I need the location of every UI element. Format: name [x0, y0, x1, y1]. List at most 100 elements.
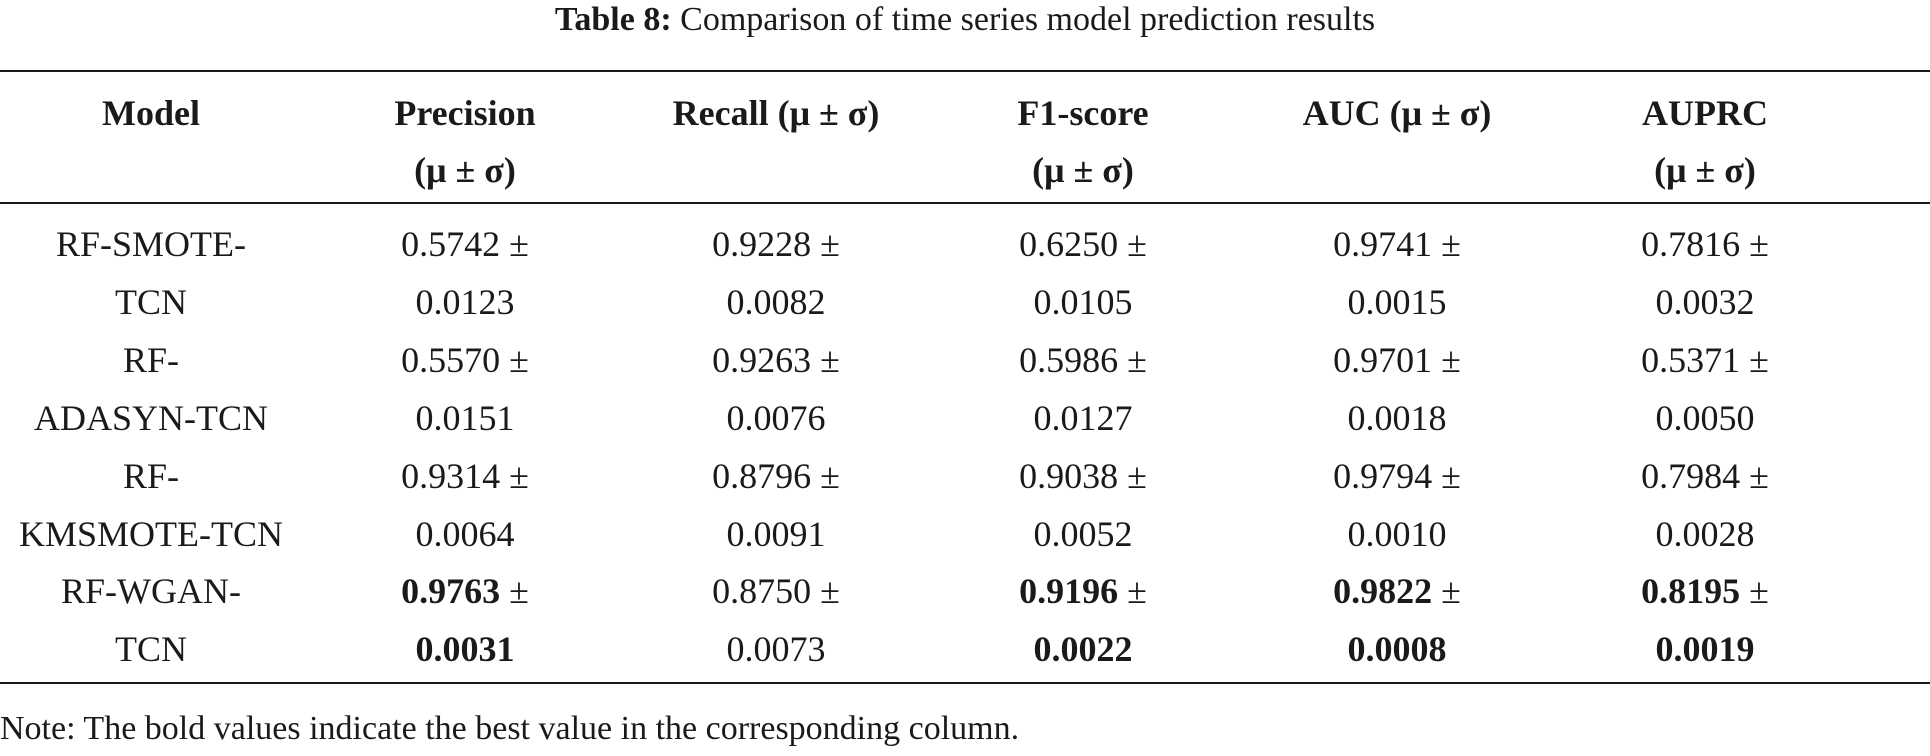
column-header: (μ ± σ) — [1654, 150, 1756, 190]
plus-minus: ± — [1127, 455, 1147, 496]
mean-value: 0.5986 — [1019, 339, 1119, 380]
cell-mean: 0.9763 ± — [401, 573, 529, 609]
cell-sd: 0.0076 — [726, 397, 826, 438]
cell-sd: 0.0091 — [726, 513, 826, 554]
model-name: TCN — [115, 629, 187, 670]
cell-mean: 0.8195 ± — [1641, 573, 1769, 609]
column-header: Recall (μ ± σ) — [672, 93, 880, 133]
plus-minus: ± — [820, 571, 840, 612]
mean-value: 0.9038 — [1019, 455, 1119, 496]
cell-sd: 0.0032 — [1655, 281, 1755, 322]
cell-mean: 0.5570 ± — [401, 342, 529, 378]
cell-mean: 0.9228 ± — [712, 226, 840, 262]
cell-sd: 0.0052 — [1033, 513, 1133, 554]
cell-sd: 0.0082 — [726, 281, 826, 322]
model-name: RF- — [122, 455, 180, 496]
cell-mean: 0.9741 ± — [1333, 226, 1461, 262]
mean-value: 0.5742 — [401, 224, 501, 264]
mean-value: 0.9196 — [1019, 571, 1119, 612]
mean-value: 0.7816 — [1641, 224, 1741, 264]
mean-value: 0.5371 — [1641, 339, 1741, 380]
plus-minus: ± — [1127, 339, 1147, 380]
column-header: AUC (μ ± σ) — [1302, 93, 1492, 133]
cell-sd: 0.0073 — [726, 629, 826, 670]
cell-mean: 0.9196 ± — [1019, 573, 1147, 609]
caption-text: Comparison of time series model predicti… — [680, 1, 1376, 38]
cell-mean: 0.9314 ± — [401, 458, 529, 494]
plus-minus: ± — [509, 455, 529, 496]
model-name: KMSMOTE-TCN — [18, 513, 284, 554]
plus-minus: ± — [509, 224, 529, 264]
cell-sd: 0.0123 — [415, 281, 515, 322]
plus-minus: ± — [1749, 571, 1769, 612]
cell-sd: 0.0008 — [1347, 629, 1447, 670]
mean-value: 0.9263 — [712, 339, 812, 380]
plus-minus: ± — [1441, 224, 1461, 264]
cell-sd: 0.0018 — [1347, 397, 1447, 438]
cell-sd: 0.0015 — [1347, 281, 1447, 322]
bottom-rule — [0, 682, 1930, 684]
table-caption: Table 8: Comparison of time series model… — [555, 1, 1375, 39]
plus-minus: ± — [1749, 455, 1769, 496]
plus-minus: ± — [1127, 571, 1147, 612]
plus-minus: ± — [1749, 224, 1769, 264]
model-name: ADASYN-TCN — [34, 397, 268, 438]
mean-value: 0.9822 — [1333, 571, 1433, 612]
top-rule — [0, 70, 1930, 72]
column-header: AUPRC — [1642, 93, 1768, 133]
plus-minus: ± — [509, 571, 529, 612]
caption-label: Table 8: — [554, 1, 672, 38]
cell-sd: 0.0127 — [1033, 397, 1133, 438]
cell-sd: 0.0151 — [415, 397, 515, 438]
cell-sd: 0.0028 — [1655, 513, 1755, 554]
cell-sd: 0.0064 — [415, 513, 515, 554]
cell-sd: 0.0050 — [1655, 397, 1755, 438]
column-header: F1-score — [1017, 93, 1149, 133]
cell-mean: 0.8796 ± — [712, 458, 840, 494]
model-name: RF-WGAN- — [61, 571, 241, 612]
cell-mean: 0.5986 ± — [1019, 342, 1147, 378]
cell-mean: 0.7984 ± — [1641, 458, 1769, 494]
model-name: TCN — [115, 281, 187, 322]
mean-value: 0.8750 — [712, 571, 812, 612]
mean-value: 0.9701 — [1333, 339, 1433, 380]
mean-value: 0.8796 — [712, 455, 812, 496]
mean-value: 0.8195 — [1641, 571, 1741, 612]
cell-sd: 0.0019 — [1655, 629, 1755, 670]
mean-value: 0.9228 — [712, 224, 812, 264]
cell-sd: 0.0031 — [415, 629, 515, 670]
mean-value: 0.5570 — [401, 339, 501, 380]
plus-minus: ± — [820, 224, 840, 264]
cell-mean: 0.9038 ± — [1019, 458, 1147, 494]
cell-mean: 0.8750 ± — [712, 573, 840, 609]
mean-value: 0.6250 — [1019, 224, 1119, 264]
mean-value: 0.9794 — [1333, 455, 1433, 496]
header-rule — [0, 202, 1930, 204]
cell-sd: 0.0010 — [1347, 513, 1447, 554]
plus-minus: ± — [820, 339, 840, 380]
cell-mean: 0.7816 ± — [1641, 226, 1769, 262]
plus-minus: ± — [1441, 455, 1461, 496]
cell-mean: 0.6250 ± — [1019, 226, 1147, 262]
plus-minus: ± — [509, 339, 529, 380]
plus-minus: ± — [1749, 339, 1769, 380]
cell-sd: 0.0105 — [1033, 281, 1133, 322]
column-header: (μ ± σ) — [414, 150, 516, 190]
plus-minus: ± — [1127, 224, 1147, 264]
cell-mean: 0.5742 ± — [401, 226, 529, 262]
mean-value: 0.9741 — [1333, 224, 1433, 264]
plus-minus: ± — [1441, 571, 1461, 612]
column-header: Precision — [394, 93, 536, 133]
plus-minus: ± — [1441, 339, 1461, 380]
table-note: Note: The bold values indicate the best … — [0, 710, 1020, 747]
cell-mean: 0.9263 ± — [712, 342, 840, 378]
model-name: RF-SMOTE- — [55, 224, 247, 264]
column-header: Model — [102, 93, 200, 133]
mean-value: 0.9763 — [401, 571, 501, 612]
model-name: RF- — [122, 339, 180, 380]
cell-mean: 0.9794 ± — [1333, 458, 1461, 494]
cell-mean: 0.5371 ± — [1641, 342, 1769, 378]
cell-sd: 0.0022 — [1033, 629, 1133, 670]
plus-minus: ± — [820, 455, 840, 496]
